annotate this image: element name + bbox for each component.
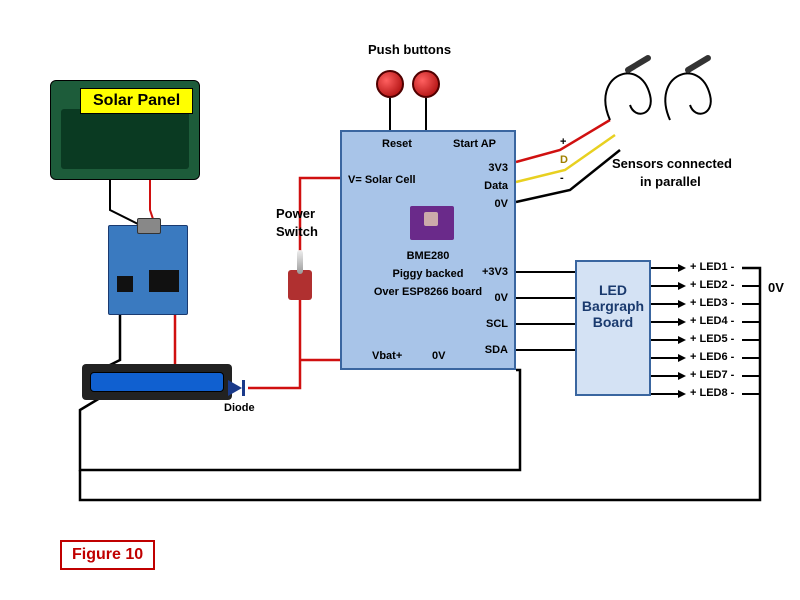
data-label: Data <box>484 180 508 192</box>
lipo-charger-board <box>108 225 188 315</box>
diode-icon <box>228 380 245 396</box>
esp8266-main-board: Reset Start AP V= Solar Cell 3V3 Data 0V… <box>340 130 516 370</box>
0v-bottom-label: 0V <box>432 350 445 362</box>
figure-number: Figure 10 <box>60 540 155 570</box>
reset-label: Reset <box>382 138 412 150</box>
power-switch-label2: Switch <box>276 224 318 239</box>
led7-label: + LED7 - <box>690 369 734 381</box>
push-button-startap <box>412 70 440 98</box>
sensors-label2: in parallel <box>640 174 701 189</box>
bus-scl-label: SCL <box>486 318 508 330</box>
3v3-label: 3V3 <box>488 162 508 174</box>
vsolar-label: V= Solar Cell <box>348 174 416 186</box>
led1-label: + LED1 - <box>690 261 734 273</box>
power-switch <box>288 256 312 304</box>
led2-label: + LED2 - <box>690 279 734 291</box>
bus-0v-label: 0V <box>495 292 508 304</box>
led8-label: + LED8 - <box>690 387 734 399</box>
led4-label: + LED4 - <box>690 315 734 327</box>
diode-label: Diode <box>224 402 255 414</box>
push-buttons-label: Push buttons <box>368 42 451 57</box>
0v-top-label: 0V <box>495 198 508 210</box>
led-title3: Board <box>577 314 649 330</box>
power-switch-label1: Power <box>276 206 315 221</box>
sensor-plus: + <box>560 136 566 148</box>
sensor-minus: - <box>560 172 564 184</box>
startap-label: Start AP <box>453 138 496 150</box>
bus-sda-label: SDA <box>485 344 508 356</box>
led5-label: + LED5 - <box>690 333 734 345</box>
led3-label: + LED3 - <box>690 297 734 309</box>
sensors-label1: Sensors connected <box>612 156 732 171</box>
sensor-d: D <box>560 154 568 166</box>
led-title2: Bargraph <box>577 298 649 314</box>
bus-3v3-label: +3V3 <box>482 266 508 278</box>
solar-panel-caption: Solar Panel <box>80 88 193 114</box>
led-bargraph-board: LED Bargraph Board <box>575 260 651 396</box>
vbat-label: Vbat+ <box>372 350 402 362</box>
zero-v-right: 0V <box>768 280 784 295</box>
led-title1: LED <box>577 282 649 298</box>
usb-connector-icon <box>137 218 161 234</box>
led6-label: + LED6 - <box>690 351 734 363</box>
bme-label: BME280 <box>342 250 514 262</box>
lithium-battery <box>90 372 224 392</box>
diagram-canvas: Solar Panel Push buttons Reset Start AP … <box>0 0 800 600</box>
bme280-chip <box>410 206 454 240</box>
push-button-reset <box>376 70 404 98</box>
piggy2-label: Over ESP8266 board <box>342 286 514 298</box>
